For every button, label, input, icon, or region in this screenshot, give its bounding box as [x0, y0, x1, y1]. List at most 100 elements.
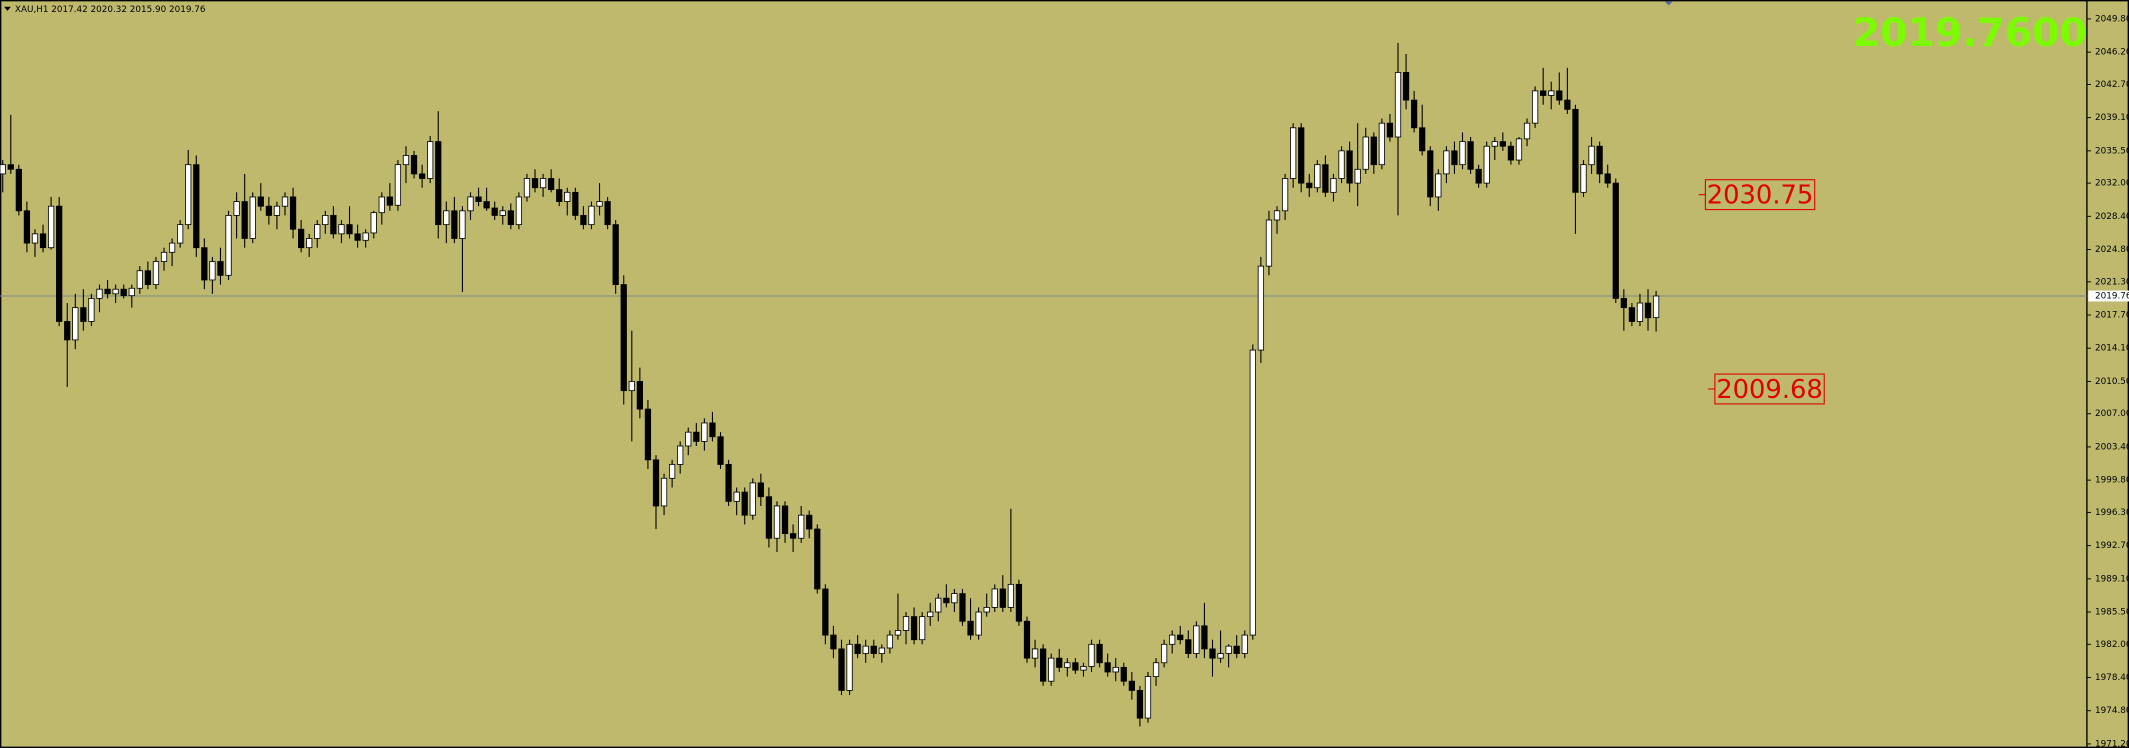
- candle-body: [483, 201, 490, 209]
- candle-body: [394, 164, 402, 206]
- candle-body: [781, 505, 789, 535]
- candle-body: [660, 477, 668, 507]
- candle-body: [88, 298, 95, 322]
- candle-body: [564, 191, 571, 202]
- candle-body: [233, 201, 240, 216]
- candle-body: [209, 261, 216, 281]
- candle-body: [1612, 182, 1619, 299]
- y-tick-label: 2035.50: [2095, 146, 2129, 156]
- candle-body: [1080, 666, 1087, 671]
- candle-body: [152, 261, 160, 285]
- candle-body: [1201, 625, 1208, 650]
- candle-body: [443, 210, 450, 226]
- candle-body: [951, 593, 958, 604]
- candle-body: [741, 491, 748, 516]
- candle-body: [1249, 349, 1256, 636]
- candle-body: [346, 224, 353, 235]
- candle-body: [1588, 145, 1595, 166]
- candle-body: [927, 611, 934, 618]
- candle-body: [1370, 136, 1377, 166]
- candle-body: [56, 205, 63, 322]
- symbol-header: XAU,H1 2017.42 2020.32 2015.90 2019.76: [15, 5, 206, 15]
- candle-body: [1306, 182, 1313, 189]
- candle-body: [1104, 662, 1111, 673]
- candle-body: [1475, 168, 1482, 184]
- candle-body: [644, 408, 652, 461]
- candle-body: [1515, 138, 1523, 161]
- candle-body: [1411, 99, 1418, 129]
- candle-body: [185, 164, 192, 226]
- candle-body: [1378, 122, 1385, 166]
- y-tick-label: 2024.80: [2095, 245, 2129, 255]
- candle-body: [1048, 657, 1055, 682]
- candle-body: [620, 284, 627, 392]
- y-tick-label: 2014.10: [2095, 344, 2129, 354]
- candle-body: [515, 196, 523, 226]
- candle-body: [943, 597, 950, 604]
- candle-body: [1572, 108, 1579, 193]
- candle-body: [1160, 643, 1168, 664]
- candle-body: [1636, 302, 1644, 322]
- candle-body: [1314, 164, 1321, 189]
- menu-arrow[interactable]: [4, 6, 11, 11]
- candle-body: [1467, 141, 1474, 170]
- candle-body: [1209, 648, 1216, 659]
- level-box: [1704, 179, 1816, 211]
- candle-body: [1064, 662, 1071, 668]
- y-tick-label: 1989.10: [2095, 574, 2129, 584]
- shift-marker: [1664, 1, 1673, 6]
- candle-body: [1112, 666, 1119, 673]
- candle-body: [967, 620, 974, 636]
- candle-body: [1564, 99, 1571, 110]
- candle-body: [249, 196, 256, 239]
- candle-body: [273, 205, 281, 216]
- candle-body: [531, 178, 539, 189]
- level-label: 2030.75: [1707, 181, 1814, 211]
- candle-body: [669, 464, 676, 479]
- price-label: 2019.7600: [1853, 10, 2087, 56]
- candle-body: [0, 164, 6, 175]
- candle-body: [1241, 634, 1248, 654]
- candle-body: [1281, 178, 1289, 212]
- candle-body: [1072, 662, 1079, 671]
- candle-body: [846, 643, 853, 691]
- candle-body: [1620, 298, 1627, 309]
- candle-body: [370, 212, 377, 234]
- level-label: 2009.68: [1716, 375, 1823, 405]
- candle-body: [23, 210, 31, 244]
- candle-body: [999, 588, 1006, 608]
- candle-body: [1257, 265, 1265, 351]
- candle-body: [701, 422, 708, 442]
- candle-body: [322, 214, 329, 226]
- candle-body: [435, 141, 442, 226]
- candle-body: [459, 210, 466, 239]
- candle-body: [830, 634, 837, 650]
- candle-body: [1386, 122, 1394, 138]
- candle-body: [1152, 662, 1160, 678]
- candle-body: [1419, 127, 1426, 152]
- candle-body: [418, 173, 426, 179]
- candle-body: [1580, 164, 1587, 193]
- candle-body: [15, 168, 22, 212]
- y-tick-label: 1978.40: [2095, 673, 2129, 683]
- candle-body: [1548, 90, 1555, 96]
- candle-body: [1491, 141, 1498, 147]
- y-tick-label: 2021.30: [2095, 277, 2129, 287]
- candle-body: [1015, 583, 1023, 622]
- candle-body: [709, 422, 716, 438]
- candle-body: [491, 207, 498, 216]
- candle-body: [427, 141, 434, 179]
- y-tick-label: 2028.40: [2095, 212, 2129, 222]
- candle-body: [894, 630, 902, 636]
- candle-body: [362, 232, 369, 241]
- candle-body: [201, 247, 208, 281]
- y-tick-label: 1996.30: [2095, 508, 2129, 518]
- y-tick-label: 1992.70: [2095, 541, 2129, 551]
- candle-body: [378, 196, 385, 214]
- candle-body: [919, 616, 926, 641]
- candle-body: [1298, 127, 1305, 184]
- y-tick-label: 1985.50: [2095, 608, 2129, 618]
- candle-body: [935, 597, 942, 613]
- candle-body: [1040, 648, 1047, 682]
